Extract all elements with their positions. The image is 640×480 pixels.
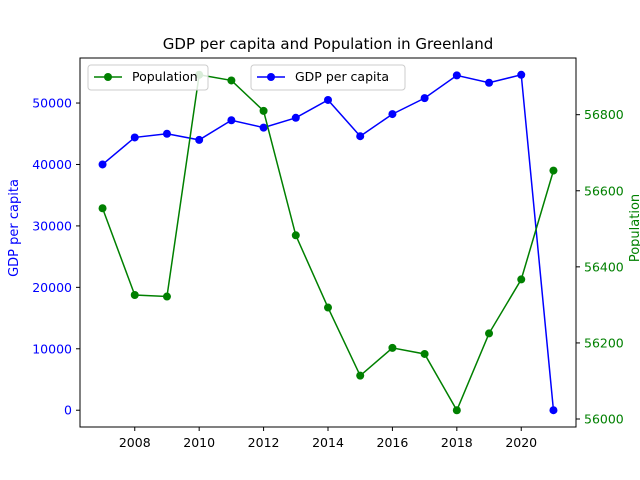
x-tick-label: 2018 bbox=[441, 435, 473, 450]
x-tick-label: 2020 bbox=[505, 435, 537, 450]
data-point-population bbox=[388, 343, 397, 352]
data-point-gdp-per-capita bbox=[452, 71, 461, 80]
y-right-tick-label: 56800 bbox=[584, 107, 624, 122]
y-axis-left: 0 10000 20000 30000 40000 50000 bbox=[32, 96, 80, 418]
data-point-population bbox=[130, 291, 139, 299]
data-point-population bbox=[517, 275, 526, 284]
y-left-tick-label: 40000 bbox=[32, 157, 72, 172]
y-left-tick-label: 30000 bbox=[32, 218, 72, 233]
data-point-population bbox=[98, 204, 107, 213]
series-gdp-per-capita bbox=[98, 70, 558, 415]
y-left-tick-label: 50000 bbox=[32, 96, 72, 111]
data-point-gdp-per-capita bbox=[388, 110, 397, 119]
legend-label-population: Population bbox=[132, 69, 198, 84]
y-left-tick-label: 20000 bbox=[32, 280, 72, 295]
data-point-population bbox=[259, 106, 268, 115]
y-right-tick-label: 56600 bbox=[584, 183, 624, 198]
data-point-gdp-per-capita bbox=[98, 160, 107, 169]
x-axis: 2008 2010 2012 2014 2016 2018 2020 bbox=[119, 427, 537, 450]
data-point-population bbox=[420, 349, 429, 358]
data-point-gdp-per-capita bbox=[517, 70, 526, 79]
legend-marker-population bbox=[104, 73, 112, 81]
data-point-gdp-per-capita bbox=[130, 133, 139, 142]
data-point-gdp-per-capita bbox=[195, 135, 204, 144]
y-axis-right-label: Population bbox=[628, 194, 640, 262]
legend-box bbox=[87, 64, 209, 91]
data-point-population bbox=[485, 329, 494, 338]
x-tick-label: 2010 bbox=[183, 435, 215, 450]
data-point-gdp-per-capita bbox=[420, 94, 429, 103]
data-point-population bbox=[356, 371, 365, 380]
plot-frame bbox=[79, 57, 577, 428]
x-tick-label: 2008 bbox=[119, 435, 151, 450]
data-point-gdp-per-capita bbox=[485, 78, 494, 87]
data-point-population bbox=[549, 166, 558, 175]
series-population bbox=[98, 70, 558, 415]
data-point-gdp-per-capita bbox=[162, 129, 171, 138]
data-point-population bbox=[227, 76, 236, 85]
data-point-gdp-per-capita bbox=[324, 95, 332, 104]
legend-marker-gdp bbox=[267, 73, 275, 81]
series-layer bbox=[98, 70, 558, 415]
data-point-population bbox=[291, 231, 300, 240]
legend-box bbox=[250, 64, 406, 91]
chart-title: GDP per capita and Population in Greenla… bbox=[163, 35, 493, 53]
y-left-tick-label: 0 bbox=[64, 403, 72, 418]
y-axis-left-label: GDP per capita bbox=[7, 179, 22, 277]
x-tick-label: 2014 bbox=[312, 435, 344, 450]
y-right-tick-label: 56400 bbox=[584, 259, 624, 274]
data-point-gdp-per-capita bbox=[356, 132, 365, 141]
data-point-gdp-per-capita bbox=[291, 113, 300, 122]
x-tick-label: 2012 bbox=[248, 435, 280, 450]
data-point-gdp-per-capita bbox=[259, 123, 268, 132]
y-left-tick-label: 10000 bbox=[32, 341, 72, 356]
x-tick-label: 2016 bbox=[377, 435, 409, 450]
y-axis-right: 56000 56200 56400 56600 56800 bbox=[576, 107, 624, 427]
data-point-population bbox=[324, 303, 332, 312]
y-right-tick-label: 56200 bbox=[584, 335, 624, 350]
data-point-gdp-per-capita bbox=[549, 406, 558, 415]
legend-label-gdp: GDP per capita bbox=[295, 69, 389, 84]
data-point-population bbox=[162, 292, 171, 301]
data-point-gdp-per-capita bbox=[227, 116, 236, 125]
y-right-tick-label: 56000 bbox=[584, 412, 624, 427]
legend-population: Population bbox=[87, 64, 209, 91]
data-point-population bbox=[452, 406, 461, 415]
legend-gdp: GDP per capita bbox=[250, 64, 406, 91]
